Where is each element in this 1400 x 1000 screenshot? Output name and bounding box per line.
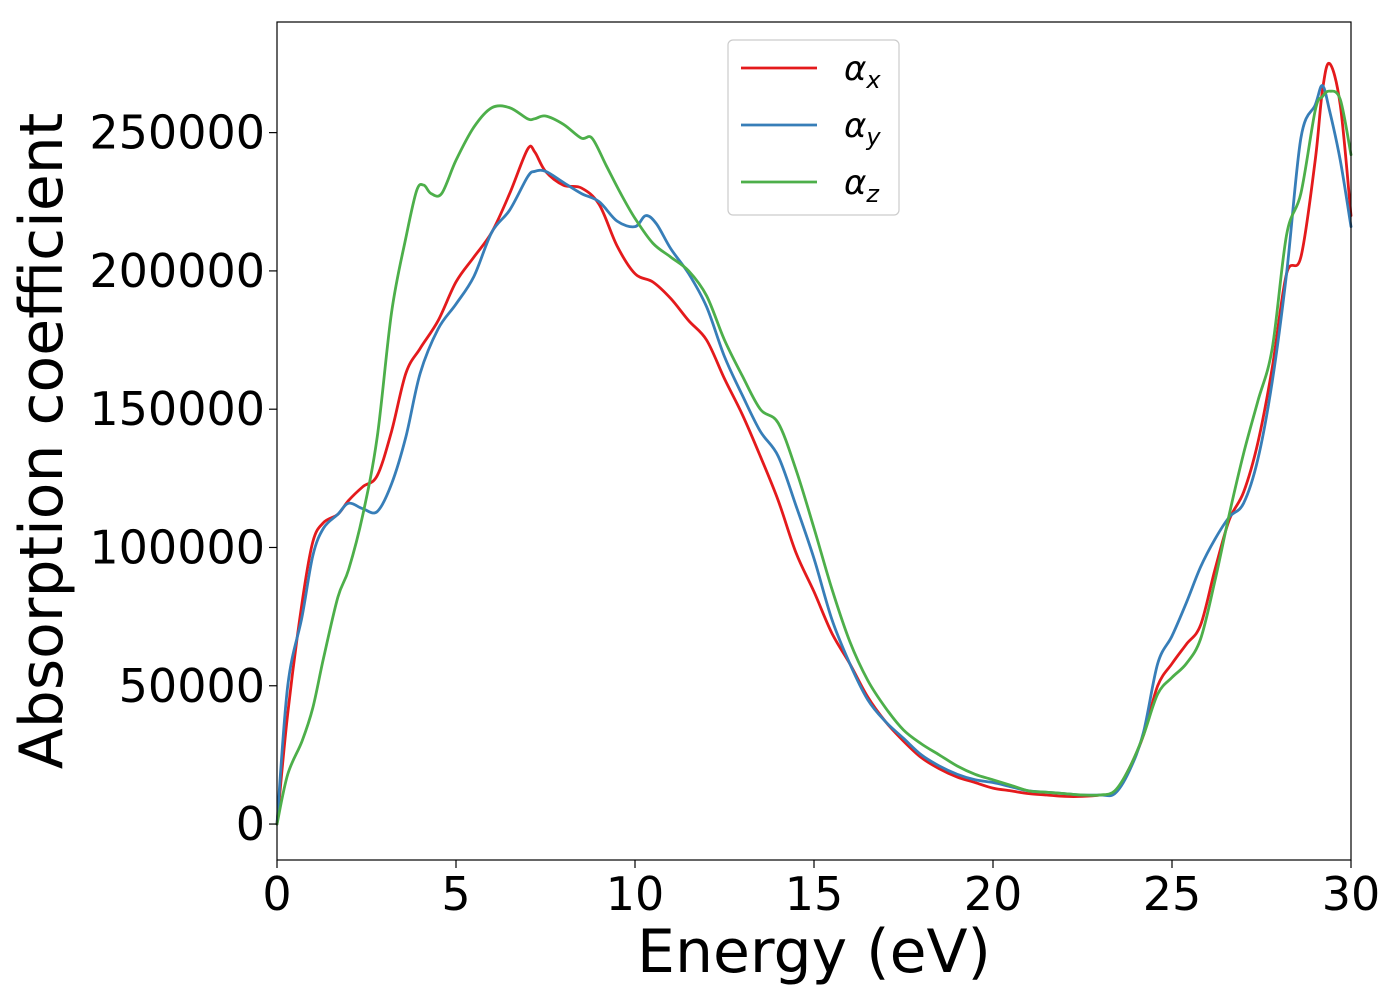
ticks-layer: 0 5 10 15 20 25 30 0 50000 100000 150000 200000 2500… bbox=[89, 106, 1380, 921]
series-line-alpha-z bbox=[275, 89, 1353, 826]
legend-label-alpha-x: αx bbox=[844, 49, 881, 94]
y-tick-label: 100000 bbox=[89, 520, 265, 574]
y-tick-label: 0 bbox=[236, 797, 265, 851]
x-tick-label: 25 bbox=[1143, 867, 1202, 921]
x-tick-label: 30 bbox=[1322, 867, 1381, 921]
x-axis-title: Energy (eV) bbox=[637, 917, 991, 987]
y-tick-label: 250000 bbox=[89, 106, 265, 160]
x-tick-label: 15 bbox=[785, 867, 844, 921]
x-tick-label: 0 bbox=[262, 867, 291, 921]
x-tick-label: 20 bbox=[964, 867, 1023, 921]
y-tick-label: 200000 bbox=[89, 244, 265, 298]
series-line-alpha-y bbox=[275, 84, 1353, 826]
series-layer bbox=[275, 61, 1353, 826]
x-tick-label: 10 bbox=[606, 867, 665, 921]
legend-label-alpha-z: αz bbox=[844, 163, 880, 208]
y-tick-label: 150000 bbox=[89, 382, 265, 436]
y-axis-title: Absorption coefficient bbox=[7, 113, 77, 770]
series-line-alpha-x bbox=[275, 61, 1353, 826]
legend-entries: αx αy αz bbox=[741, 49, 881, 208]
legend-box bbox=[727, 39, 900, 216]
legend: αx αy αz bbox=[727, 39, 900, 216]
legend-label-alpha-y: αy bbox=[844, 106, 881, 151]
x-tick-label: 5 bbox=[441, 867, 470, 921]
y-tick-label: 50000 bbox=[119, 659, 265, 713]
